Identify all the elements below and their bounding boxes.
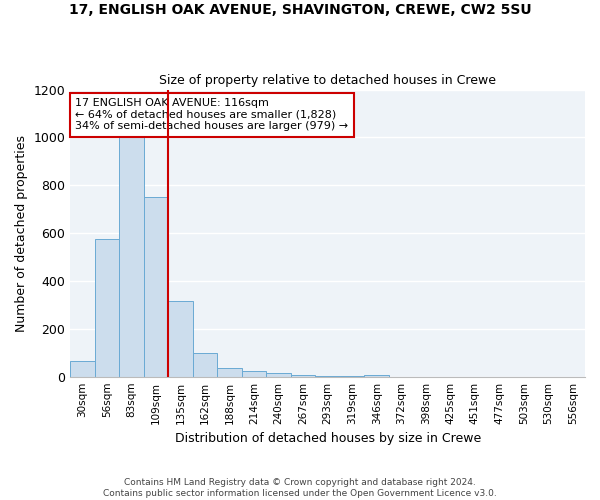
Bar — [95, 239, 119, 376]
Bar — [119, 138, 144, 376]
Bar — [217, 368, 242, 376]
X-axis label: Distribution of detached houses by size in Crewe: Distribution of detached houses by size … — [175, 432, 481, 445]
Text: Contains HM Land Registry data © Crown copyright and database right 2024.
Contai: Contains HM Land Registry data © Crown c… — [103, 478, 497, 498]
Bar — [70, 361, 95, 376]
Bar — [266, 373, 291, 376]
Bar — [169, 302, 193, 376]
Text: 17 ENGLISH OAK AVENUE: 116sqm
← 64% of detached houses are smaller (1,828)
34% o: 17 ENGLISH OAK AVENUE: 116sqm ← 64% of d… — [76, 98, 349, 132]
Title: Size of property relative to detached houses in Crewe: Size of property relative to detached ho… — [159, 74, 496, 87]
Bar — [242, 371, 266, 376]
Bar — [144, 197, 169, 376]
Text: 17, ENGLISH OAK AVENUE, SHAVINGTON, CREWE, CW2 5SU: 17, ENGLISH OAK AVENUE, SHAVINGTON, CREW… — [68, 2, 532, 16]
Bar — [364, 375, 389, 376]
Y-axis label: Number of detached properties: Number of detached properties — [15, 134, 28, 332]
Bar — [193, 353, 217, 376]
